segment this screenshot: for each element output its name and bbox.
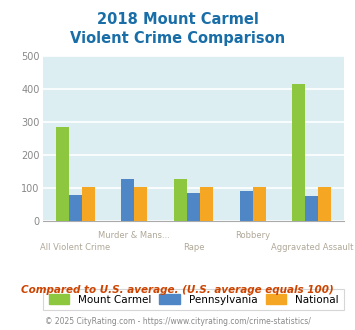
Bar <box>174 179 187 221</box>
Text: © 2025 CityRating.com - https://www.cityrating.com/crime-statistics/: © 2025 CityRating.com - https://www.city… <box>45 317 310 326</box>
Text: Murder & Mans...: Murder & Mans... <box>98 231 170 240</box>
Bar <box>292 84 305 221</box>
Text: Compared to U.S. average. (U.S. average equals 100): Compared to U.S. average. (U.S. average … <box>21 285 334 295</box>
Text: Rape: Rape <box>183 243 204 251</box>
Bar <box>121 179 134 221</box>
Bar <box>253 187 266 221</box>
Bar <box>200 187 213 221</box>
Bar <box>240 191 253 221</box>
Bar <box>187 193 200 221</box>
Text: 2018 Mount Carmel: 2018 Mount Carmel <box>97 12 258 26</box>
Text: Violent Crime Comparison: Violent Crime Comparison <box>70 31 285 46</box>
Text: Aggravated Assault: Aggravated Assault <box>271 243 353 251</box>
Bar <box>134 187 147 221</box>
Bar <box>82 187 95 221</box>
Bar <box>318 187 331 221</box>
Bar <box>56 127 69 221</box>
Text: All Violent Crime: All Violent Crime <box>40 243 110 251</box>
Bar <box>69 195 82 221</box>
Legend: Mount Carmel, Pennsylvania, National: Mount Carmel, Pennsylvania, National <box>43 289 344 310</box>
Text: Robbery: Robbery <box>235 231 270 240</box>
Bar <box>305 196 318 221</box>
